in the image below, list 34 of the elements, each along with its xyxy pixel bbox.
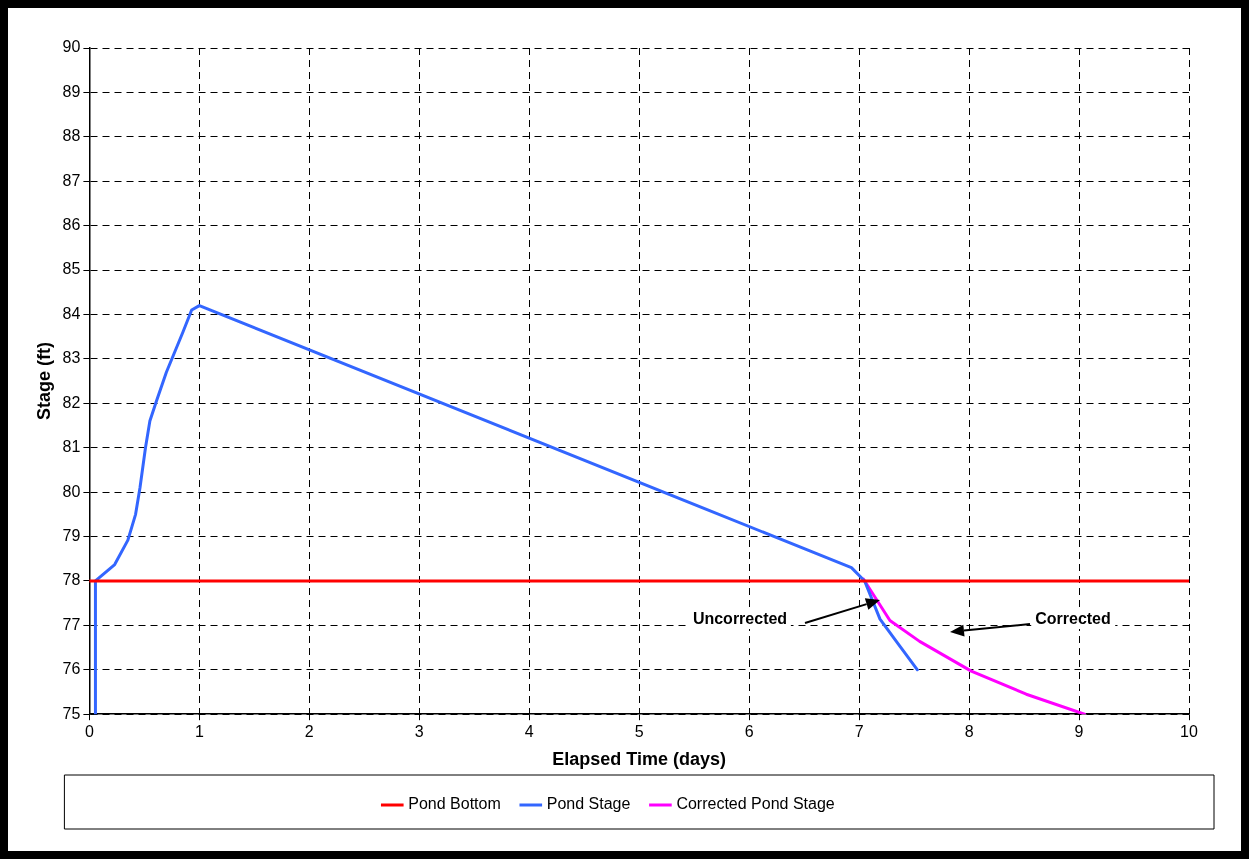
y-tick-label: 85 [62,260,81,278]
y-tick-label: 76 [62,660,81,678]
x-tick-label: 3 [414,723,424,741]
x-tick-label: 2 [304,723,314,741]
x-tick-label: 1 [194,723,204,741]
y-tick-label: 87 [62,171,81,189]
y-tick-label: 82 [62,393,81,411]
y-tick-label: 90 [62,38,81,56]
y-tick-label: 88 [62,127,81,145]
y-axis-title: Stage (ft) [33,342,54,421]
x-tick-label: 6 [744,723,754,741]
y-tick-label: 80 [62,482,81,500]
legend-label: Pond Stage [546,795,631,813]
y-tick-label: 75 [62,704,81,722]
legend-label: Corrected Pond Stage [676,795,835,813]
y-tick-label: 77 [62,615,81,633]
x-tick-label: 8 [964,723,974,741]
y-tick-label: 86 [62,216,81,234]
y-tick-label: 78 [62,571,81,589]
y-tick-label: 81 [62,438,81,456]
x-tick-label: 4 [524,723,534,741]
y-tick-label: 89 [62,82,81,100]
x-tick-label: 9 [1074,723,1084,741]
annotation: Corrected [1031,609,1115,629]
x-tick-label: 5 [634,723,644,741]
x-tick-label: 7 [854,723,864,741]
x-tick-label: 0 [84,723,94,741]
y-tick-label: 79 [62,526,81,544]
legend-label: Pond Bottom [408,795,501,813]
y-tick-label: 84 [62,304,81,322]
x-tick-label: 10 [1180,723,1198,741]
annotation: Uncorrected [688,609,792,629]
x-axis-title: Elapsed Time (days) [552,749,727,770]
y-tick-label: 83 [62,349,81,367]
